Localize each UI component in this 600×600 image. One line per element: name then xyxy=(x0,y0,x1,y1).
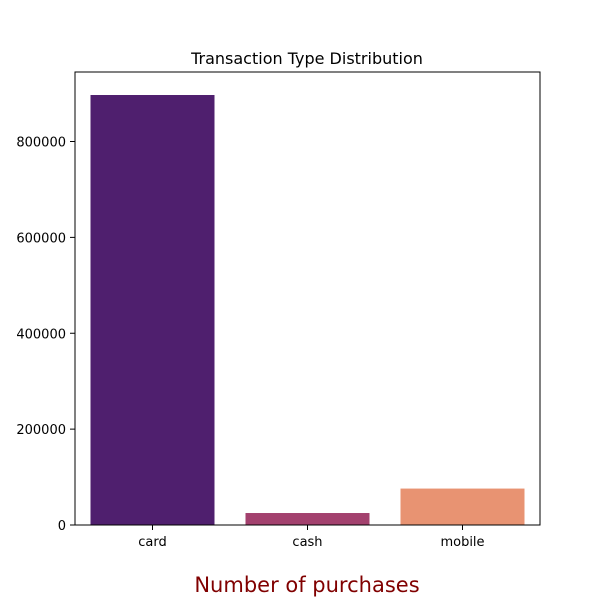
bar-card xyxy=(90,95,215,525)
y-tick-label: 400000 xyxy=(16,327,66,342)
bars-layer xyxy=(90,95,525,525)
y-tick-label: 600000 xyxy=(16,231,66,246)
y-tick-label: 200000 xyxy=(16,423,66,438)
y-tick-label: 0 xyxy=(58,519,66,534)
x-tick-label: cash xyxy=(292,535,322,550)
bar-cash xyxy=(245,513,370,525)
y-axis-ticks: 0 200000 400000 600000 800000 xyxy=(16,136,75,534)
x-tick-label: mobile xyxy=(440,535,484,550)
x-axis-ticks: card cash mobile xyxy=(138,525,485,550)
x-axis-label: Number of purchases xyxy=(194,573,419,597)
y-tick-label: 800000 xyxy=(16,136,66,151)
plot-frame xyxy=(74,71,541,526)
bar-mobile xyxy=(400,488,525,525)
x-tick-label: card xyxy=(138,535,166,550)
chart-title: Transaction Type Distribution xyxy=(190,49,423,68)
